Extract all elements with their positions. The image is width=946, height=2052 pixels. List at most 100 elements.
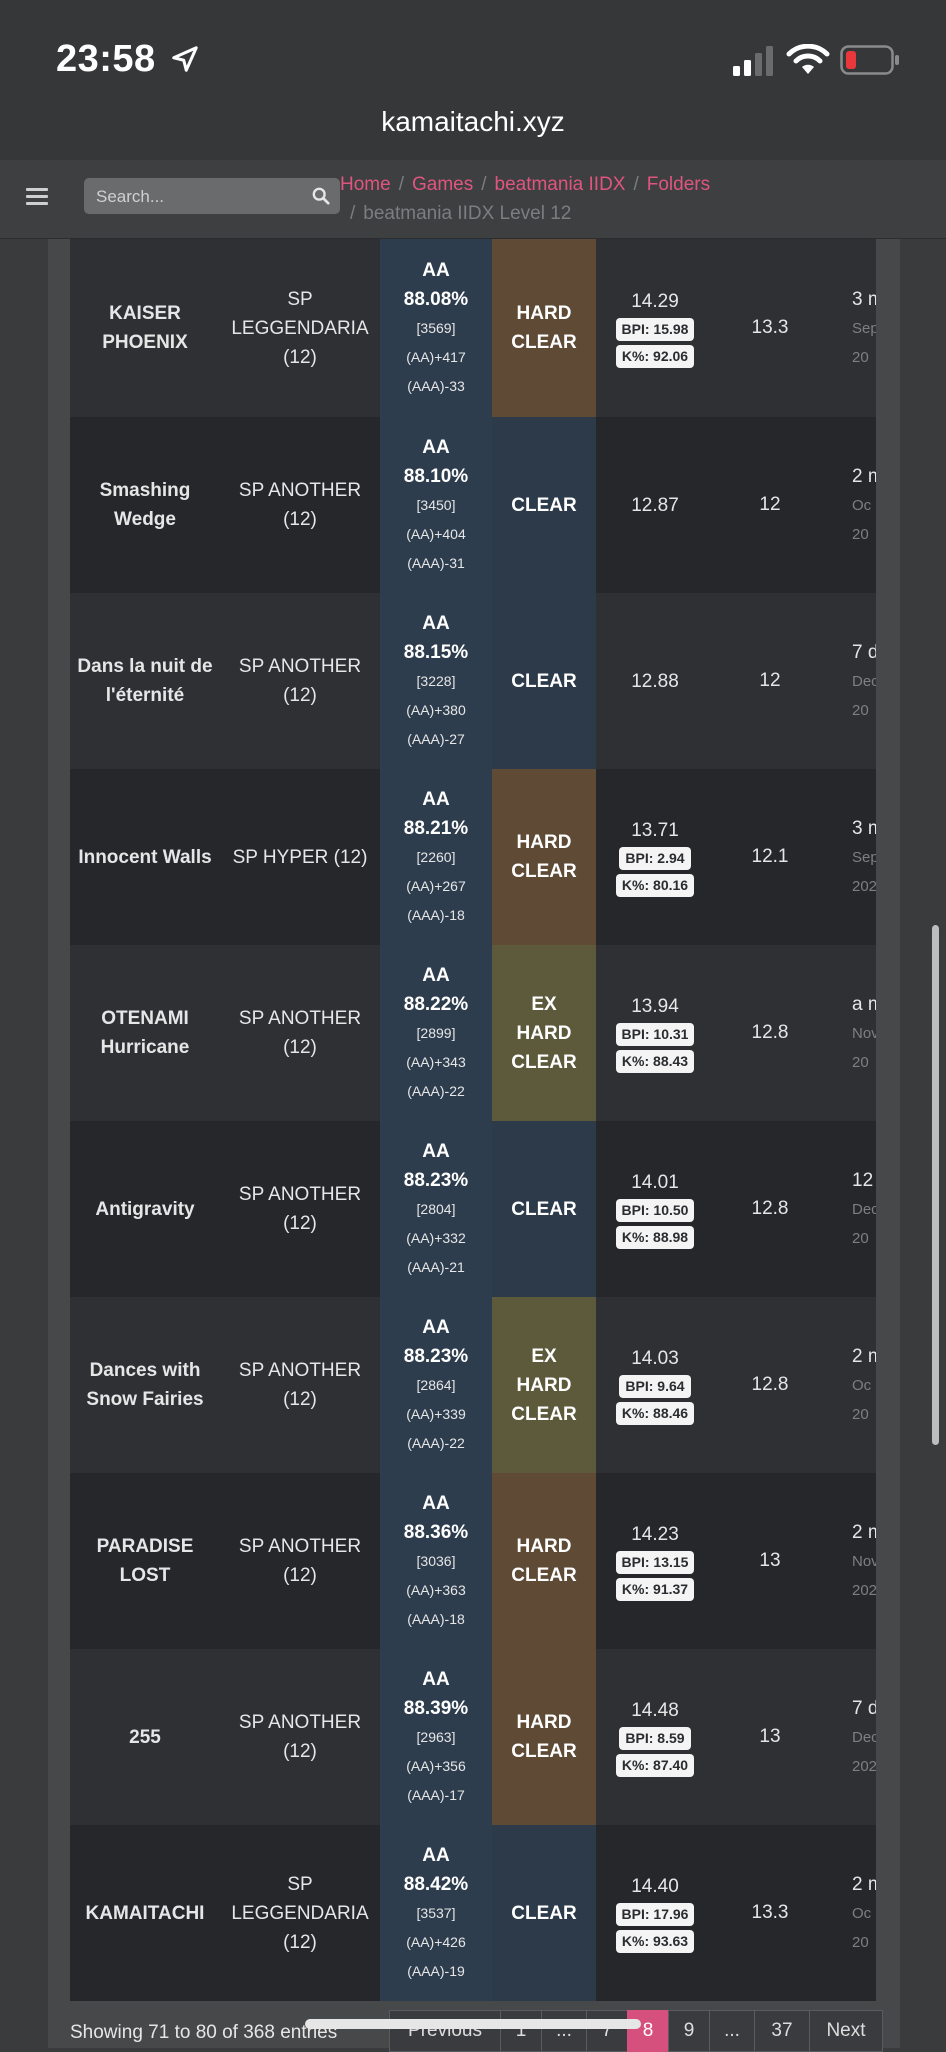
scores-table-container[interactable]: KAISER PHOENIX SP LEGGENDARIA (12) AA 88.08… xyxy=(70,239,876,2001)
lamp-label: HARD CLEAR xyxy=(492,828,596,886)
table-row[interactable]: Innocent Walls SP HYPER (12) AA 88.21% [2260… xyxy=(70,769,876,945)
rating-value: 14.01 xyxy=(631,1171,679,1193)
relative-time: 2 m xyxy=(852,465,876,487)
song-title[interactable]: KAMAITACHI xyxy=(70,1825,220,2001)
clear-lamp: EX HARD CLEAR xyxy=(492,1297,596,1473)
score-percent: 88.36% xyxy=(403,1521,469,1543)
song-title[interactable]: Antigravity xyxy=(70,1121,220,1297)
home-indicator[interactable] xyxy=(305,2019,641,2029)
lamp-label: HARD CLEAR xyxy=(492,1708,596,1766)
score-percent: 88.39% xyxy=(403,1697,469,1719)
lamp-word: EX xyxy=(531,1345,557,1367)
absolute-date: Oc xyxy=(852,1904,872,1922)
lamp-label: EX HARD CLEAR xyxy=(492,1342,596,1429)
timestamp-cell: 3 m Sep 2020 xyxy=(826,769,876,945)
table-row[interactable]: Antigravity SP ANOTHER (12) AA 88.23% [2804]… xyxy=(70,1121,876,1297)
kpct-badge: K%: 92.06 xyxy=(615,344,695,368)
wifi-icon xyxy=(786,44,830,74)
song-title[interactable]: 255 xyxy=(70,1649,220,1825)
bpi-badge: BPI: 8.59 xyxy=(619,1726,691,1750)
table-row[interactable]: KAMAITACHI SP LEGGENDARIA (12) AA 88.42% [35… xyxy=(70,1825,876,2001)
pagination-page-button[interactable]: 8 xyxy=(627,2010,669,2052)
grade: AA xyxy=(422,612,450,634)
aaa-diff: (AAA)-31 xyxy=(407,554,465,571)
clear-lamp: HARD CLEAR xyxy=(492,1473,596,1649)
search-box xyxy=(84,178,340,216)
clear-lamp: CLEAR xyxy=(492,417,596,593)
lamp-word: HARD xyxy=(516,1022,572,1044)
bpi-badge: BPI: 9.64 xyxy=(619,1374,691,1398)
song-title[interactable]: Smashing Wedge xyxy=(70,417,220,593)
lamp-word: CLEAR xyxy=(511,1051,577,1073)
score-percent: 88.23% xyxy=(403,1345,469,1367)
clock: 23:58 xyxy=(56,38,156,80)
table-row[interactable]: 255 SP ANOTHER (12) AA 88.39% [2963] (AA)+356… xyxy=(70,1649,876,1825)
tier-level: 12.8 xyxy=(714,945,826,1121)
address-bar[interactable] xyxy=(0,100,946,160)
lamp-word: HARD xyxy=(516,1536,572,1557)
tier-level: 13.3 xyxy=(714,1825,826,2001)
breadcrumb-separator: / xyxy=(633,174,639,195)
breadcrumb-game[interactable]: beatmania IIDX xyxy=(494,174,626,195)
song-title[interactable]: PARADISE LOST xyxy=(70,1473,220,1649)
song-title[interactable]: Dans la nuit de l'éternité xyxy=(70,593,220,769)
aa-diff: (AA)+343 xyxy=(406,1053,466,1070)
table-row[interactable]: PARADISE LOST SP ANOTHER (12) AA 88.36% [303… xyxy=(70,1473,876,1649)
pagination-previous-button[interactable]: Previous xyxy=(389,2010,501,2052)
absolute-year: 20 xyxy=(852,1053,869,1071)
page-scrollbar[interactable] xyxy=(932,925,939,1445)
location-arrow-icon xyxy=(172,46,198,72)
ex-score: [2864] xyxy=(416,1376,456,1393)
status-bar xyxy=(0,0,946,100)
search-input[interactable] xyxy=(94,178,298,216)
search-icon[interactable] xyxy=(312,187,330,205)
score-percent: 88.10% xyxy=(403,465,469,487)
tier-level: 13 xyxy=(714,1473,826,1649)
song-title[interactable]: Dances with Snow Fairies xyxy=(70,1297,220,1473)
rating-cell: 14.40 BPI: 17.96 K%: 93.63 xyxy=(596,1825,714,2001)
chart-difficulty: SP HYPER (12) xyxy=(220,769,380,945)
ex-score: [2804] xyxy=(416,1200,456,1217)
chart-difficulty: SP LEGGENDARIA (12) xyxy=(220,1825,380,2001)
lamp-word: CLEAR xyxy=(511,1403,577,1425)
breadcrumb-home[interactable]: Home xyxy=(340,174,391,195)
table-row[interactable]: Dances with Snow Fairies SP ANOTHER (12) A… xyxy=(70,1297,876,1473)
aaa-diff: (AAA)-19 xyxy=(407,1962,465,1979)
absolute-year: 20 xyxy=(852,525,869,543)
pagination-page-button[interactable]: 1 xyxy=(500,2010,542,2052)
timestamp-cell: 7 d Dec 20 xyxy=(826,593,876,769)
menu-toggle-icon[interactable] xyxy=(26,188,48,206)
bpi-badge: BPI: 10.31 xyxy=(615,1022,695,1046)
grade: AA xyxy=(422,1140,450,1162)
pagination-next-button[interactable]: Next xyxy=(809,2010,883,2052)
breadcrumb-games[interactable]: Games xyxy=(411,174,474,195)
grade: AA xyxy=(422,788,450,810)
url-text[interactable]: kamaitachi.xyz xyxy=(381,106,565,137)
rating-value: 14.03 xyxy=(631,1347,679,1369)
clear-lamp: CLEAR xyxy=(492,1825,596,2001)
pagination-page-button[interactable]: 37 xyxy=(754,2010,810,2052)
song-title[interactable]: KAISER PHOENIX xyxy=(70,239,220,417)
table-row[interactable]: KAISER PHOENIX SP LEGGENDARIA (12) AA 88.08… xyxy=(70,239,876,417)
tier-level: 12 xyxy=(714,593,826,769)
breadcrumb-folders[interactable]: Folders xyxy=(646,174,711,195)
score-cell: AA 88.36% [3036] (AA)+363 (AAA)-18 xyxy=(380,1473,492,1649)
lamp-word: CLEAR xyxy=(511,861,577,882)
table-row[interactable]: OTENAMI Hurricane SP ANOTHER (12) AA 88.22%… xyxy=(70,945,876,1121)
ex-score: [3537] xyxy=(416,1904,456,1921)
timestamp-cell: 2 m Oc 20 xyxy=(826,1297,876,1473)
pagination-page-button[interactable]: 9 xyxy=(668,2010,710,2052)
lamp-word: HARD xyxy=(516,303,572,324)
song-title[interactable]: Innocent Walls xyxy=(70,769,220,945)
score-percent: 88.22% xyxy=(403,993,469,1015)
score-cell: AA 88.08% [3569] (AA)+417 (AAA)-33 xyxy=(380,239,492,417)
timestamp-cell: 2 m Nov 202 xyxy=(826,1473,876,1649)
lamp-label: HARD CLEAR xyxy=(492,1532,596,1590)
pagination-page-button[interactable]: 7 xyxy=(586,2010,628,2052)
relative-time: 2 m xyxy=(852,1345,876,1367)
battery-low-icon xyxy=(840,45,899,75)
table-row[interactable]: Dans la nuit de l'éternité SP ANOTHER (12… xyxy=(70,593,876,769)
song-title[interactable]: OTENAMI Hurricane xyxy=(70,945,220,1121)
table-row[interactable]: Smashing Wedge SP ANOTHER (12) AA 88.10% [34… xyxy=(70,417,876,593)
tier-level: 12.8 xyxy=(714,1297,826,1473)
